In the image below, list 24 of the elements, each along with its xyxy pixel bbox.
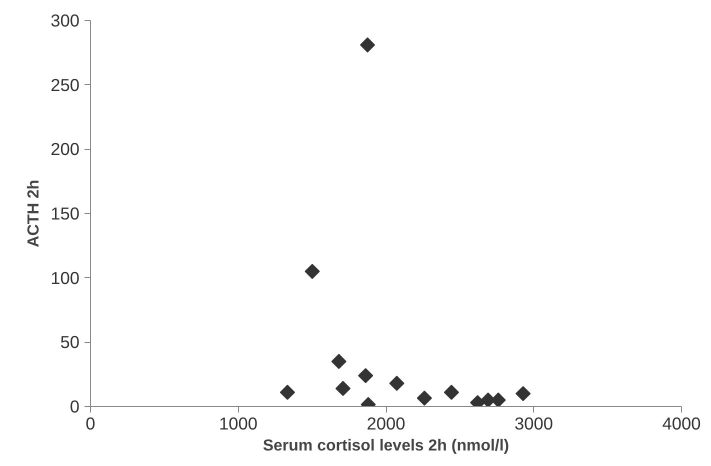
point <box>304 264 320 279</box>
point <box>389 376 404 391</box>
y-tick-label: 50 <box>60 332 80 352</box>
y-tick-label: 300 <box>50 10 80 30</box>
x-tick-label: 2000 <box>366 414 406 434</box>
y-tick-label: 200 <box>50 139 80 160</box>
point <box>358 368 374 384</box>
point <box>335 380 351 396</box>
x-tick-label: 0 <box>86 414 96 434</box>
y-tick-label: 150 <box>50 204 80 224</box>
point <box>280 384 296 400</box>
point <box>360 37 376 53</box>
x-axis-title: Serum cortisol levels 2h (nmol/l) <box>262 438 510 454</box>
y-tick-label: 250 <box>50 74 80 95</box>
y-tick-label: 100 <box>50 268 80 288</box>
point <box>516 386 531 402</box>
point <box>444 384 460 400</box>
x-tick-label: 1000 <box>218 414 258 434</box>
x-tick-label: 3000 <box>514 414 554 434</box>
x-tick-label: 4000 <box>662 414 701 434</box>
y-tick-label: 0 <box>70 396 80 416</box>
point <box>416 390 432 406</box>
y-axis-title: ACTH 2h <box>26 180 43 248</box>
point <box>331 354 346 370</box>
